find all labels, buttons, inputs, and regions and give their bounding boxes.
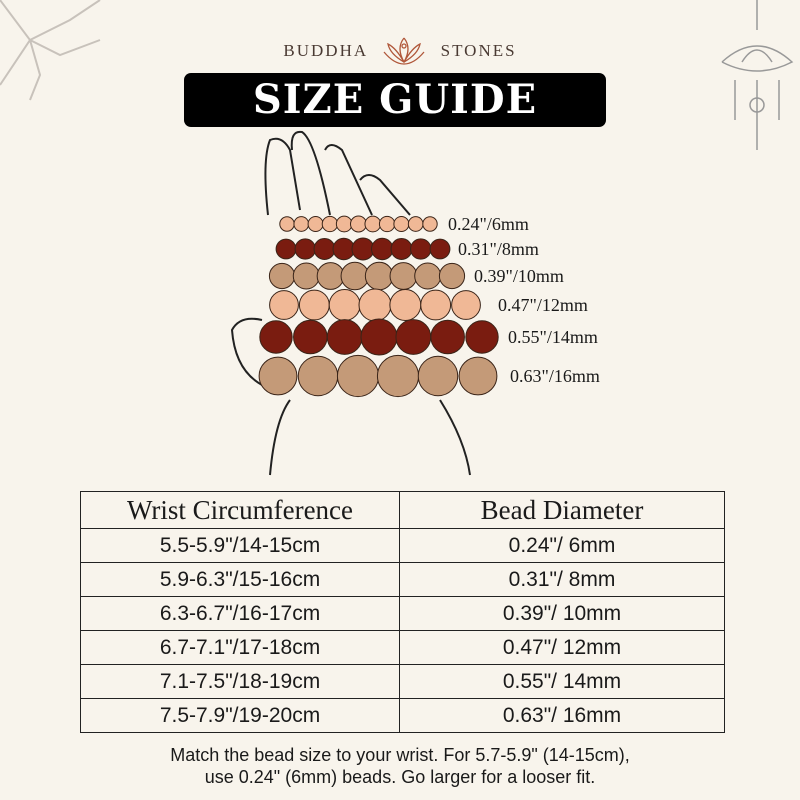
- bead: [321, 215, 339, 233]
- table-row: 6.3-6.7"/16-17cm 0.39"/ 10mm: [80, 596, 725, 631]
- bead: [313, 238, 336, 260]
- mandala-corner-decoration: [0, 0, 101, 101]
- bead: [378, 215, 396, 233]
- bead-cell: 0.31"/ 8mm: [399, 562, 725, 597]
- size-table: Wrist Circumference Bead Diameter 5.5-5.…: [80, 491, 725, 733]
- fit-note: Match the bead size to your wrist. For 5…: [0, 744, 800, 788]
- hand-outline: [230, 130, 471, 476]
- bead: [298, 289, 330, 321]
- bead: [389, 262, 418, 290]
- bead-size-label: 0.55"/14mm: [508, 327, 598, 347]
- fit-note-line: use 0.24" (6mm) beads. Go larger for a l…: [204, 767, 596, 787]
- bead: [279, 216, 295, 232]
- bead: [414, 262, 442, 290]
- bead: [390, 238, 413, 260]
- wrist-cell: 7.1-7.5"/18-19cm: [80, 664, 400, 699]
- wrist-cell: 5.5-5.9"/14-15cm: [80, 528, 400, 563]
- bead: [410, 238, 432, 260]
- bead: [351, 237, 375, 261]
- bead: [275, 238, 297, 260]
- bead: [297, 355, 339, 397]
- bead: [420, 289, 452, 321]
- bead-size-label: 0.47"/12mm: [498, 295, 588, 315]
- bead: [316, 262, 345, 290]
- bead: [258, 356, 298, 396]
- bead: [294, 238, 316, 260]
- wrist-cell: 6.3-6.7"/16-17cm: [80, 596, 400, 631]
- bead: [332, 237, 355, 261]
- bead: [335, 215, 353, 233]
- bead: [328, 289, 361, 321]
- bead: [336, 354, 380, 398]
- bead-size-label: 0.31"/8mm: [458, 239, 539, 259]
- bead: [269, 290, 299, 320]
- bead: [422, 216, 438, 232]
- bead-size-label: 0.63"/16mm: [510, 366, 600, 386]
- bead: [259, 320, 293, 354]
- bead: [340, 261, 370, 291]
- bead-cell: 0.24"/ 6mm: [399, 528, 725, 563]
- table-row: 5.5-5.9"/14-15cm 0.24"/ 6mm: [80, 528, 725, 563]
- bead: [458, 356, 498, 396]
- bead: [293, 216, 310, 232]
- bead: [376, 354, 420, 398]
- bead: [417, 355, 459, 397]
- bead: [360, 318, 398, 356]
- bead-size-label: 0.39"/10mm: [474, 266, 564, 286]
- bead: [292, 262, 320, 290]
- bead: [358, 288, 392, 322]
- wrist-cell: 5.9-6.3"/15-16cm: [80, 562, 400, 597]
- brand-name-left: BUDDHA: [283, 41, 369, 60]
- brand-name-right: STONES: [440, 41, 517, 60]
- bead: [395, 319, 432, 355]
- hanging-lotus-decoration: [721, 0, 794, 150]
- bead-cell: 0.39"/ 10mm: [399, 596, 725, 631]
- bead: [465, 320, 499, 354]
- fit-note-line: Match the bead size to your wrist. For 5…: [170, 745, 630, 765]
- brand-logo: BUDDHA STONES: [0, 34, 800, 68]
- bead: [429, 238, 451, 260]
- wrist-cell: 6.7-7.1"/17-18cm: [80, 630, 400, 665]
- bead: [268, 262, 296, 290]
- bead: [350, 215, 367, 233]
- header-wrist: Wrist Circumference: [80, 491, 400, 529]
- bead: [364, 261, 394, 291]
- wrist-cell: 7.5-7.9"/19-20cm: [80, 698, 400, 733]
- bead-cell: 0.55"/ 14mm: [399, 664, 725, 699]
- table-row: 5.9-6.3"/15-16cm 0.31"/ 8mm: [80, 562, 725, 597]
- bead: [364, 215, 382, 233]
- table-header-row: Wrist Circumference Bead Diameter: [80, 491, 725, 529]
- table-row: 7.5-7.9"/19-20cm 0.63"/ 16mm: [80, 698, 725, 733]
- lotus-meditation-icon: [383, 37, 425, 65]
- table-row: 6.7-7.1"/17-18cm 0.47"/ 12mm: [80, 630, 725, 665]
- bead-cell: 0.47"/ 12mm: [399, 630, 725, 665]
- bead: [451, 290, 481, 320]
- bead: [371, 237, 394, 261]
- bead: [393, 215, 410, 233]
- bead: [438, 262, 466, 290]
- bead: [326, 319, 363, 355]
- bead: [389, 289, 422, 321]
- page-title: SIZE GUIDE: [184, 73, 606, 127]
- bead: [293, 319, 328, 355]
- bead: [430, 319, 465, 355]
- header-bead: Bead Diameter: [399, 491, 725, 529]
- bead-cell: 0.63"/ 16mm: [399, 698, 725, 733]
- bead: [307, 215, 324, 233]
- bead: [407, 216, 424, 232]
- table-row: 7.1-7.5"/18-19cm 0.55"/ 14mm: [80, 664, 725, 699]
- bead-bracelets: [258, 215, 499, 398]
- bead-size-label: 0.24"/6mm: [448, 214, 529, 234]
